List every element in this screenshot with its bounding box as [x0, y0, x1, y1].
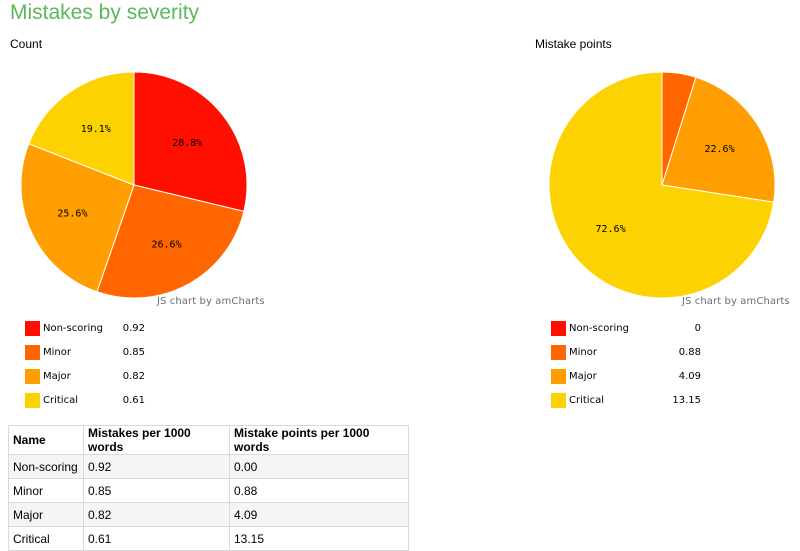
slice-label-critical: 72.6% — [595, 224, 625, 235]
count-chart: Count 28.8% 26.6% 25.6% 19.1% JS chart by a… — [0, 30, 270, 415]
chart-legend: Non-scoring 0.92 Minor 0.85 Major 0.82 Critica… — [25, 319, 175, 415]
table-cell: 0.88 — [229, 478, 409, 503]
legend-label: Non-scoring — [43, 323, 103, 334]
legend-label: Minor — [43, 347, 71, 358]
legend-item-critical[interactable]: Critical 0.61 — [25, 391, 175, 415]
legend-label: Major — [569, 371, 597, 382]
table-cell: Non-scoring — [8, 454, 84, 479]
table-cell: Major — [8, 502, 84, 527]
chart-title: Mistake points — [535, 37, 612, 51]
legend-swatch[interactable] — [25, 345, 40, 360]
pie-slice-critical[interactable] — [28, 71, 135, 186]
legend-label: Major — [43, 371, 71, 382]
legend-label: Non-scoring — [569, 323, 629, 334]
legend-label: Critical — [43, 395, 78, 406]
legend-value: 13.15 — [672, 395, 701, 406]
legend-value: 0.85 — [122, 347, 145, 358]
chart-title: Count — [10, 37, 43, 51]
legend-item-non-scoring[interactable]: Non-scoring 0 — [551, 319, 701, 343]
table-cell: 0.00 — [229, 454, 409, 479]
pie-slice-critical[interactable] — [548, 71, 775, 299]
slice-label-minor: 26.6% — [151, 239, 181, 250]
slice-label-major: 25.6% — [57, 208, 87, 219]
slice-label-non-scoring: 28.8% — [172, 138, 202, 149]
column-header-mistakes[interactable]: Mistakes per 1000 words — [83, 425, 230, 455]
legend-item-major[interactable]: Major 0.82 — [25, 367, 175, 391]
legend-item-minor[interactable]: Minor 0.85 — [25, 343, 175, 367]
table-cell: 0.85 — [83, 478, 230, 503]
legend-item-critical[interactable]: Critical 13.15 — [551, 391, 701, 415]
table-cell: Critical — [8, 526, 84, 551]
legend-item-minor[interactable]: Minor 0.88 — [551, 343, 701, 367]
pie-slice-major[interactable] — [20, 143, 135, 293]
column-header-mistake-points[interactable]: Mistake points per 1000 words — [229, 425, 409, 455]
table-cell: 0.61 — [83, 526, 230, 551]
pie-chart-svg: 22.6% 72.6% — [548, 71, 776, 299]
legend-swatch[interactable] — [551, 369, 566, 384]
legend-label: Minor — [569, 347, 597, 358]
pie-slice-minor[interactable] — [96, 184, 245, 299]
legend-value: 0 — [694, 323, 701, 334]
legend-item-major[interactable]: Major 4.09 — [551, 367, 701, 391]
column-header-name[interactable]: Name — [8, 425, 84, 455]
legend-value: 0.61 — [122, 395, 145, 406]
table-row: Non-scoring 0.92 0.00 — [8, 454, 409, 479]
page-title: Mistakes by severity — [10, 1, 200, 24]
pie-slice-major[interactable] — [661, 76, 776, 203]
table-row: Critical 0.61 13.15 — [8, 526, 409, 551]
legend-item-non-scoring[interactable]: Non-scoring 0.92 — [25, 319, 175, 343]
legend-swatch[interactable] — [551, 345, 566, 360]
legend-label: Critical — [569, 395, 604, 406]
legend-value: 0.88 — [678, 347, 701, 358]
amcharts-credit-link[interactable]: JS chart by amCharts — [682, 296, 790, 307]
pie-slice-non-scoring[interactable] — [133, 71, 248, 212]
mistake-points-chart: Mistake points 22.6% 72.6% JS chart by am… — [527, 30, 797, 415]
legend-swatch[interactable] — [551, 393, 566, 408]
chart-legend: Non-scoring 0 Minor 0.88 Major 4.09 Critical 13… — [551, 319, 701, 415]
table-cell: 4.09 — [229, 502, 409, 527]
legend-value: 4.09 — [678, 371, 701, 382]
table-row: Major 0.82 4.09 — [8, 502, 409, 527]
legend-swatch[interactable] — [25, 321, 40, 336]
slice-label-major: 22.6% — [705, 144, 735, 155]
legend-swatch[interactable] — [25, 393, 40, 408]
pie-chart-svg: 28.8% 26.6% 25.6% 19.1% — [20, 71, 248, 299]
slice-label-critical: 19.1% — [81, 124, 111, 135]
table-cell: 0.82 — [83, 502, 230, 527]
legend-swatch[interactable] — [25, 369, 40, 384]
legend-swatch[interactable] — [551, 321, 566, 336]
legend-value: 0.82 — [122, 371, 145, 382]
severity-table: Name Mistakes per 1000 words Mistake poi… — [8, 425, 409, 551]
table-cell: 13.15 — [229, 526, 409, 551]
table-row: Minor 0.85 0.88 — [8, 478, 409, 503]
amcharts-credit-link[interactable]: JS chart by amCharts — [157, 296, 265, 307]
table-cell: Minor — [8, 478, 84, 503]
table-header-row: Name Mistakes per 1000 words Mistake poi… — [8, 425, 409, 455]
table-cell: 0.92 — [83, 454, 230, 479]
legend-value: 0.92 — [122, 323, 145, 334]
